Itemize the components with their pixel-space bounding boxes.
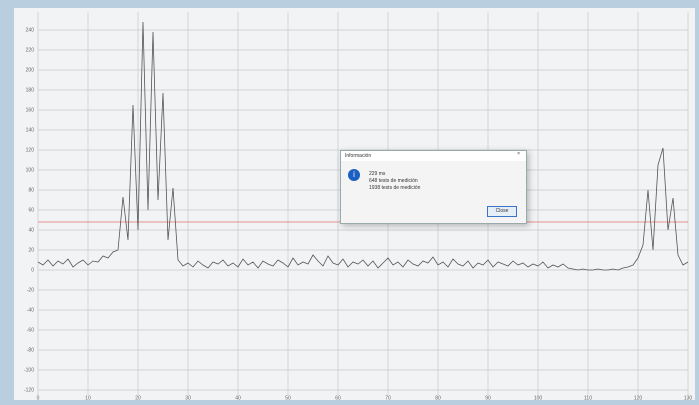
y-tick-label: 0 [31,267,34,273]
dialog-title: Información [341,151,526,161]
x-tick-label: 120 [634,395,643,401]
dialog-line: 1938 tests de medición [369,185,420,192]
y-tick-label: -20 [27,287,34,293]
y-tick-label: 140 [26,127,35,133]
dialog-text: 229 ms 648 tests de medición 1938 tests … [369,171,420,192]
info-icon: i [348,169,360,181]
y-tick-label: 240 [26,27,35,33]
x-tick-label: 130 [684,395,693,401]
x-tick-label: 10 [85,395,91,401]
x-tick-label: 60 [335,395,341,401]
y-tick-label: -40 [27,307,34,313]
page: -120-100-80-60-40-2002040608010012014016… [0,0,699,405]
y-tick-label: -80 [27,347,34,353]
y-tick-label: -120 [24,387,34,393]
x-tick-label: 30 [185,395,191,401]
x-tick-label: 50 [285,395,291,401]
x-tick-label: 0 [37,395,40,401]
y-tick-label: 220 [26,47,35,53]
y-tick-label: 20 [28,247,34,253]
dialog: Información × i 229 ms 648 tests de medi… [340,150,527,224]
x-tick-label: 70 [385,395,391,401]
y-tick-label: 60 [28,207,34,213]
y-tick-label: 200 [26,67,35,73]
x-tick-label: 110 [584,395,592,401]
close-x[interactable]: × [517,151,520,157]
y-tick-label: 40 [28,227,34,233]
dialog-line: 648 tests de medición [369,178,420,185]
y-tick-label: 180 [26,87,35,93]
y-tick-label: 100 [26,167,35,173]
y-tick-label: 120 [26,147,35,153]
x-tick-label: 100 [534,395,543,401]
x-tick-label: 20 [135,395,141,401]
x-tick-label: 40 [235,395,241,401]
close-button[interactable]: Close [487,206,517,217]
y-tick-label: 160 [26,107,35,113]
y-tick-label: 80 [28,187,34,193]
y-tick-label: -100 [24,367,34,373]
x-tick-label: 90 [485,395,491,401]
dialog-line: 229 ms [369,171,420,178]
y-tick-label: -60 [27,327,34,333]
x-tick-label: 80 [435,395,441,401]
